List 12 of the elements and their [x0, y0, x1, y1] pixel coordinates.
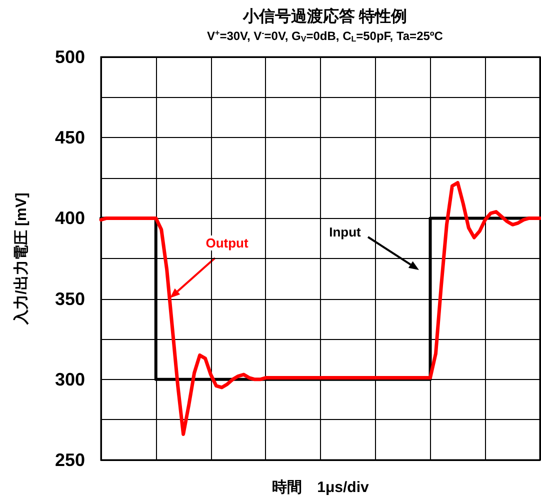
y-tick-label: 500 [54, 47, 85, 67]
annotation: Input [329, 224, 362, 240]
y-tick-label: 300 [54, 369, 85, 390]
annotation: Output [206, 236, 249, 250]
line-series [99, 180, 541, 436]
y-tick-label: 250 [54, 450, 85, 470]
y-tick-label: 450 [54, 128, 85, 148]
y-axis-title: 入力/出力電圧 [mV] [13, 192, 30, 326]
y-tick-label: 350 [54, 288, 85, 309]
chart-title: 小信号過渡応答 特性例 [242, 6, 408, 26]
x-axis-title: 時間 1μs/div [272, 479, 370, 496]
y-tick-label: 400 [54, 208, 85, 228]
